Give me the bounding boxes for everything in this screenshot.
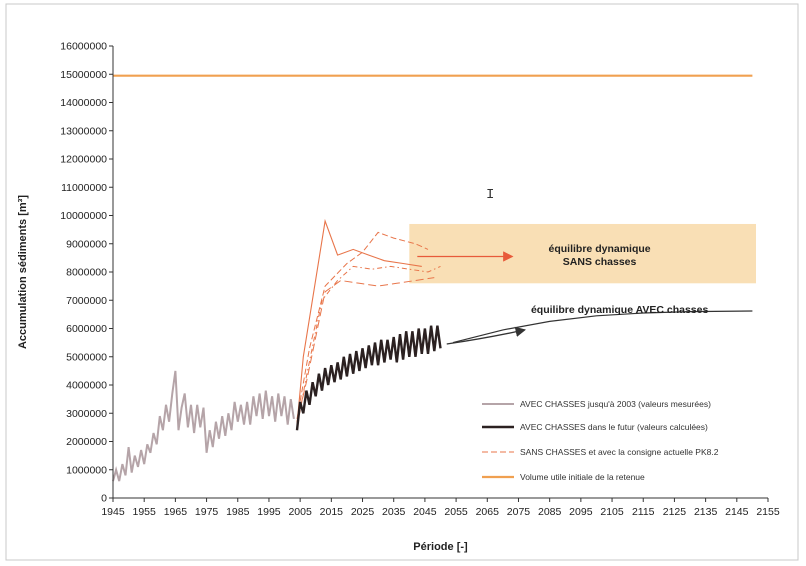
annotation-sans-line1: équilibre dynamique xyxy=(549,243,651,255)
y-tick-label: 12000000 xyxy=(60,154,107,166)
y-tick-label: 10000000 xyxy=(60,210,107,222)
series-future-line xyxy=(295,325,442,431)
x-tick-label: 2035 xyxy=(382,506,406,518)
y-tick-label: 15000000 xyxy=(60,69,107,81)
x-tick-label: 1945 xyxy=(101,506,125,518)
x-tick-label: 2085 xyxy=(538,506,562,518)
avec-trend-line xyxy=(452,310,753,344)
x-tick-label: 1975 xyxy=(195,506,219,518)
annotation-sans-line2: SANS chasses xyxy=(563,256,637,268)
x-tick-label: 2135 xyxy=(694,506,718,518)
y-tick-label: 13000000 xyxy=(60,125,107,137)
y-tick-label: 16000000 xyxy=(60,41,107,53)
y-axis-label: Accumulation sédiments [m³] xyxy=(17,195,29,349)
series-sans-chasses-line xyxy=(296,231,429,419)
x-tick-label: 2125 xyxy=(663,506,687,518)
x-tick-label: 2105 xyxy=(600,506,624,518)
y-tick-label: 14000000 xyxy=(60,97,107,109)
x-tick-label: 1955 xyxy=(133,506,157,518)
arrow-avec xyxy=(446,326,526,345)
series-group xyxy=(112,74,753,482)
legend: AVEC CHASSES jusqu'à 2003 (valeurs mesur… xyxy=(482,399,719,482)
y-tick-label: 4000000 xyxy=(66,380,107,392)
legend-label: SANS CHASSES et avec la consigne actuell… xyxy=(520,447,719,457)
y-tick-label: 5000000 xyxy=(66,351,107,363)
x-tick-label: 2025 xyxy=(351,506,375,518)
legend-label: Volume utile initiale de la retenue xyxy=(520,472,645,482)
x-tick-label: 2065 xyxy=(476,506,500,518)
series-sans-chasses-line xyxy=(296,218,422,425)
series-sans-chasses-line xyxy=(296,265,441,428)
text-cursor-icon: I xyxy=(486,187,494,203)
x-tick-label: 2075 xyxy=(507,506,531,518)
y-tick-label: 11000000 xyxy=(61,182,107,194)
x-tick-label: 1965 xyxy=(164,506,188,518)
legend-label: AVEC CHASSES dans le futur (valeurs calc… xyxy=(520,422,708,432)
y-tick-label: 1000000 xyxy=(66,464,107,476)
y-tick-label: 9000000 xyxy=(66,238,107,250)
x-tick-label: 2045 xyxy=(413,506,437,518)
axes-group: 0 1000000 2000000 3000000 4000000 5000000 6000… xyxy=(60,41,780,519)
legend-label: AVEC CHASSES jusqu'à 2003 (valeurs mesur… xyxy=(520,399,711,409)
y-tick-label: 3000000 xyxy=(66,408,107,420)
x-tick-label: 2005 xyxy=(288,506,312,518)
x-tick-label: 2115 xyxy=(632,506,655,518)
annotation-avec: équilibre dynamique AVEC chasses xyxy=(531,304,709,316)
equilibrium-band xyxy=(409,223,756,284)
x-tick-label: 2015 xyxy=(320,506,344,518)
y-tick-label: 6000000 xyxy=(66,323,107,335)
x-axis-label: Période [-] xyxy=(413,541,468,553)
x-tick-label: 1995 xyxy=(257,506,281,518)
y-tick-label: 7000000 xyxy=(66,295,107,307)
series-measured-line xyxy=(112,370,295,482)
x-tick-label: 2055 xyxy=(444,506,468,518)
x-tick-label: 2095 xyxy=(569,506,593,518)
y-tick-label: 0 xyxy=(101,493,107,505)
x-tick-label: 2155 xyxy=(756,506,780,518)
x-tick-label: 1985 xyxy=(226,506,250,518)
y-tick-label: 8000000 xyxy=(66,267,107,279)
x-tick-label: 2145 xyxy=(725,506,749,518)
series-sans-chasses-line xyxy=(296,277,435,422)
y-tick-label: 2000000 xyxy=(66,436,107,448)
